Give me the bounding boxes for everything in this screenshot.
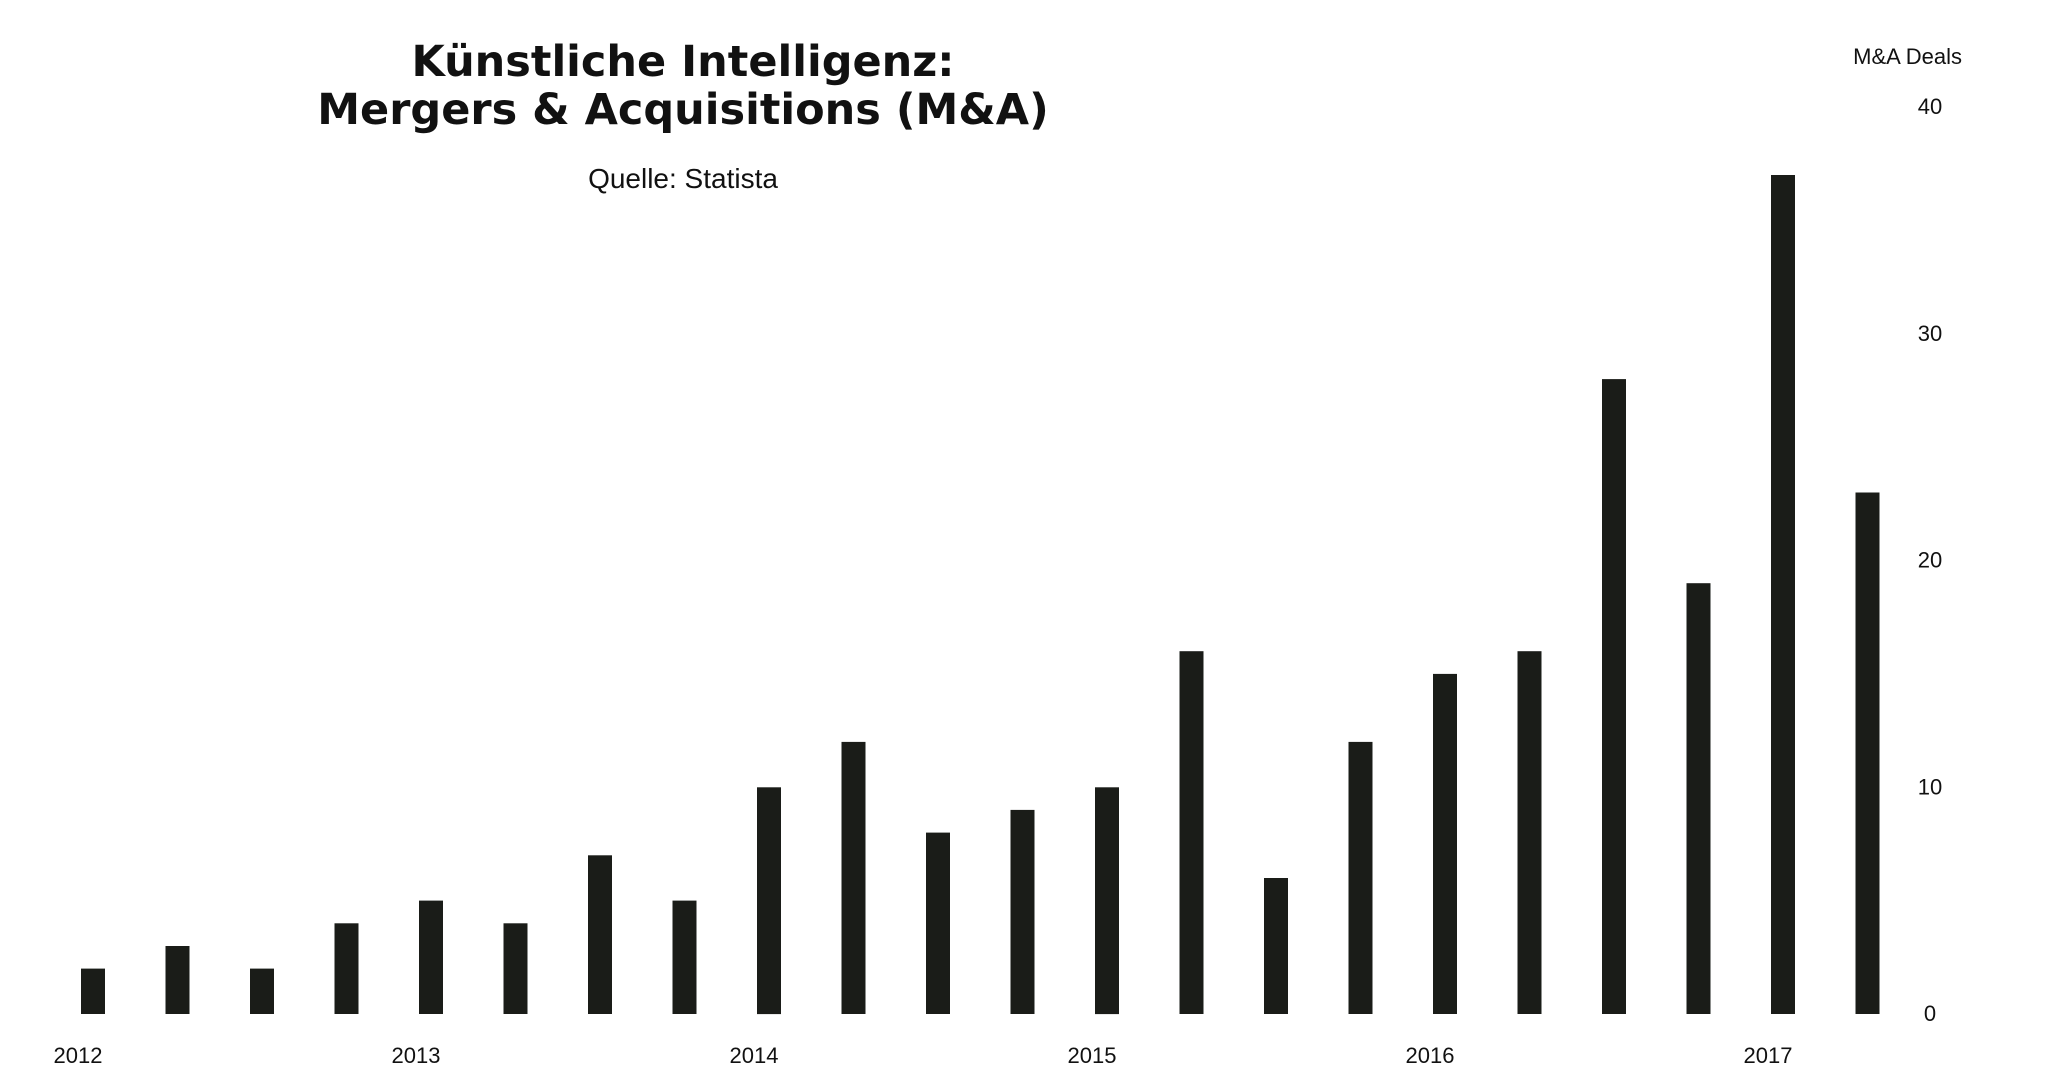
y-axis-title: M&A Deals (1853, 44, 1962, 69)
x-tick-label-2012: 2012 (54, 1043, 103, 1068)
bar-21 (1855, 492, 1880, 1014)
bar-11 (1010, 809, 1035, 1014)
bar-13 (1179, 651, 1204, 1014)
bar-14 (1264, 878, 1288, 1014)
bar-5 (503, 923, 528, 1014)
bar-3 (334, 923, 359, 1014)
bar-9 (841, 741, 866, 1014)
bar-10 (926, 832, 950, 1014)
bar-7 (672, 900, 697, 1014)
chart-title-line-1: Künstliche Intelligenz: (412, 37, 955, 87)
x-axis-ticks: 2012 2013 2014 2015 2016 2017 (54, 1043, 1793, 1068)
y-tick-label-1: 10 (1918, 774, 1942, 799)
y-tick-label-4: 40 (1918, 94, 1942, 119)
bar-18 (1602, 379, 1626, 1015)
chart-title-line-2: Mergers & Acquisitions (M&A) (317, 85, 1048, 135)
bar-15 (1348, 741, 1373, 1014)
bars (81, 175, 1880, 1015)
bar-4 (419, 900, 443, 1014)
bar-6 (588, 855, 612, 1014)
bar-2 (250, 968, 274, 1014)
bar-17 (1517, 651, 1542, 1014)
bar-1 (165, 946, 190, 1014)
chart-subtitle: Quelle: Statista (588, 163, 778, 194)
y-tick-label-0: 0 (1924, 1001, 1936, 1026)
x-tick-label-2015: 2015 (1068, 1043, 1117, 1068)
bar-12 (1095, 787, 1119, 1015)
bar-8 (757, 787, 781, 1015)
bar-19 (1686, 583, 1711, 1014)
x-tick-label-2017: 2017 (1744, 1043, 1793, 1068)
y-tick-label-3: 30 (1918, 321, 1942, 346)
bar-20 (1771, 175, 1795, 1014)
x-tick-label-2014: 2014 (730, 1043, 779, 1068)
x-tick-label-2016: 2016 (1406, 1043, 1455, 1068)
x-tick-label-2013: 2013 (392, 1043, 441, 1068)
bar-0 (81, 968, 105, 1014)
y-tick-label-2: 20 (1918, 548, 1942, 573)
bar-16 (1433, 673, 1457, 1014)
y-axis-ticks: 0 10 20 30 40 (1918, 94, 1942, 1026)
